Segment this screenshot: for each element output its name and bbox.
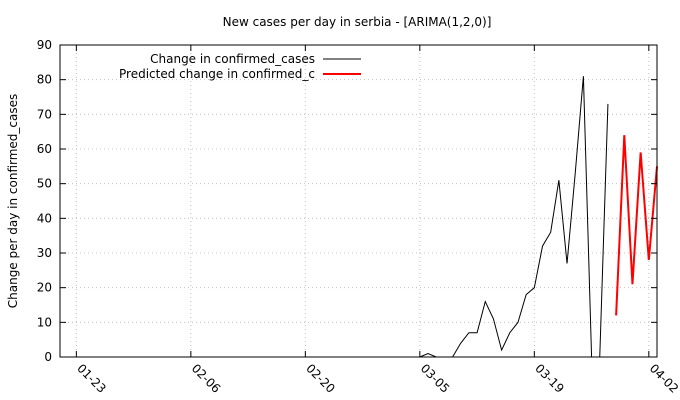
y-tick-label: 10 (37, 315, 52, 329)
x-tick-label: 01-23 (74, 361, 109, 396)
y-tick-label: 20 (37, 281, 52, 295)
x-tick-label: 04-02 (647, 361, 680, 396)
x-tick-label: 03-19 (532, 361, 567, 396)
plot-frame (59, 44, 658, 358)
legend-label: Change in confirmed_cases (150, 52, 315, 66)
y-tick-label: 50 (37, 177, 52, 191)
y-tick-label: 80 (37, 73, 52, 87)
legend-label: Predicted change in confirmed_c (119, 67, 315, 81)
y-tick-label: 90 (37, 38, 52, 52)
x-tick-label: 02-06 (189, 361, 224, 396)
series-line-1 (419, 76, 609, 358)
x-tick-label: 02-20 (303, 361, 338, 396)
series-layer (419, 76, 658, 358)
series-line-2 (615, 135, 658, 316)
x-tick-label: 03-05 (418, 361, 453, 396)
chart-title: New cases per day in serbia - [ARIMA(1,2… (223, 15, 492, 29)
y-tick-label: 60 (37, 142, 52, 156)
y-tick-label: 70 (37, 107, 52, 121)
grid (60, 45, 657, 357)
y-tick-label: 30 (37, 246, 52, 260)
y-tick-label: 0 (44, 350, 52, 364)
y-axis-label: Change per day in confirmed_cases (6, 94, 20, 309)
y-tick-label: 40 (37, 211, 52, 225)
